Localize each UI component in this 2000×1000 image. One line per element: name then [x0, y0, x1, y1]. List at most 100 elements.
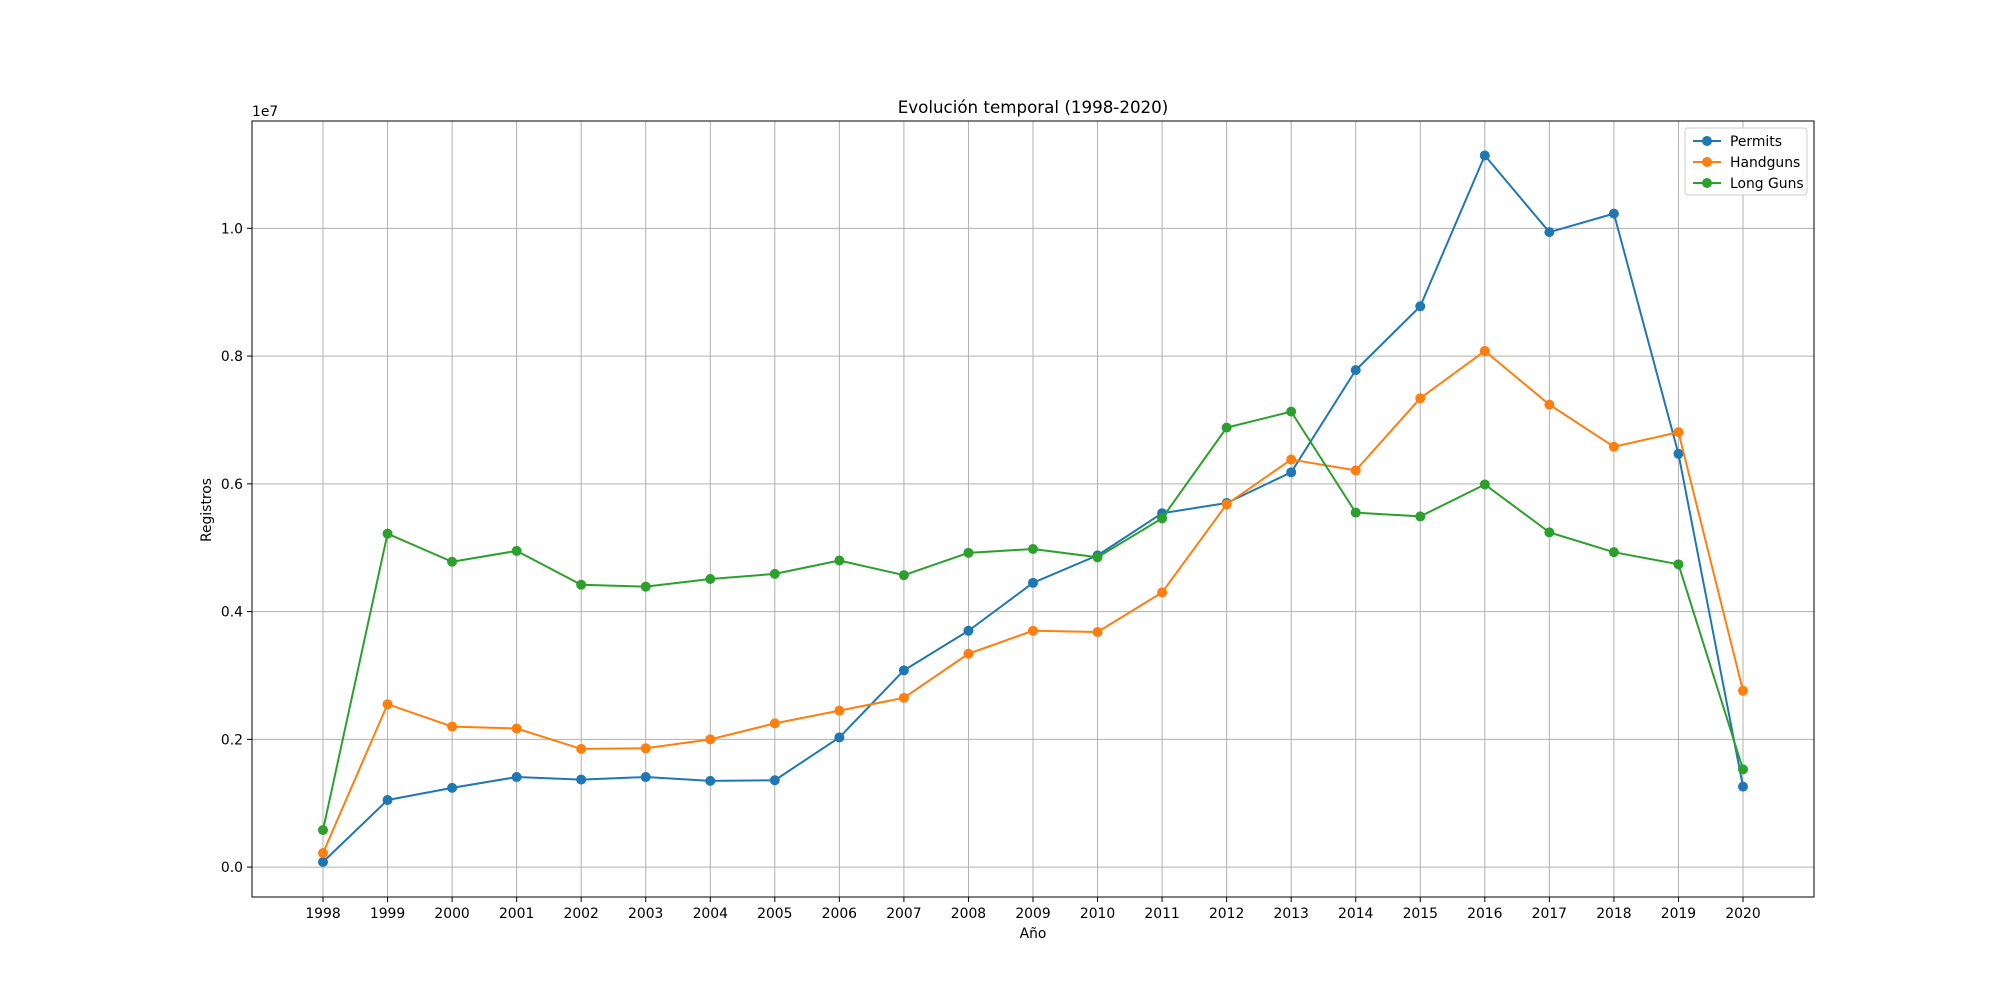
data-point-long-guns [1673, 559, 1684, 570]
data-point-handguns [318, 848, 328, 859]
x-tick-label: 2012 [1209, 906, 1244, 922]
x-tick-label: 2010 [1080, 906, 1115, 922]
data-point-long-guns [834, 555, 845, 566]
data-point-permits [640, 772, 651, 783]
data-point-permits [447, 782, 458, 793]
data-point-permits [1608, 208, 1619, 219]
data-point-handguns [1608, 441, 1619, 452]
data-point-handguns [640, 743, 651, 754]
data-point-handguns [834, 705, 845, 716]
data-point-permits [576, 774, 587, 785]
data-point-permits [834, 732, 845, 743]
data-point-permits [1544, 227, 1555, 238]
y-axis-ticks: 0.0 0.2 0.4 0.6 0.8 1.0 [221, 221, 252, 876]
y-tick-label: 0.4 [221, 605, 243, 621]
x-tick-label: 2016 [1467, 906, 1502, 922]
data-point-long-guns [382, 528, 393, 539]
data-point-permits [1673, 448, 1684, 459]
x-axis-ticks: 1998 1999 2000 2001 2002 2003 2004 2005 2006 2007… [305, 897, 1761, 922]
x-tick-label: 2009 [1015, 906, 1050, 922]
data-point-permits [1350, 365, 1361, 376]
legend-marker-permits [1702, 136, 1712, 146]
series-lines [318, 150, 1748, 867]
x-tick-label: 2014 [1338, 906, 1374, 922]
grid-lines [252, 121, 1814, 897]
data-point-handguns [1286, 454, 1297, 465]
data-point-permits [898, 665, 909, 676]
data-point-handguns [447, 721, 458, 732]
data-point-handguns [1092, 627, 1103, 638]
x-tick-label: 2000 [434, 906, 469, 922]
data-point-long-guns [1415, 511, 1426, 522]
data-point-permits [769, 775, 780, 786]
data-point-handguns [576, 743, 587, 754]
data-point-long-guns [1479, 479, 1490, 490]
data-point-long-guns [1350, 507, 1361, 518]
x-tick-label: 2018 [1596, 906, 1631, 922]
data-point-long-guns [640, 581, 651, 592]
data-point-long-guns [447, 556, 458, 567]
x-tick-label: 2017 [1532, 906, 1567, 922]
data-point-handguns [1157, 587, 1168, 598]
x-tick-label: 2011 [1144, 906, 1179, 922]
x-tick-label: 2001 [499, 906, 534, 922]
data-point-handguns [769, 718, 780, 729]
x-tick-label: 1998 [305, 906, 340, 922]
data-point-handguns [1479, 345, 1490, 356]
data-point-handguns [1738, 685, 1748, 696]
data-point-permits [1415, 301, 1426, 312]
y-tick-label: 0.0 [221, 860, 243, 876]
x-tick-label: 2013 [1274, 906, 1309, 922]
data-point-handguns [382, 699, 393, 710]
legend-label-long-guns: Long Guns [1730, 176, 1804, 192]
y-axis-label: Registros [199, 478, 215, 542]
data-point-handguns [898, 692, 909, 703]
y-tick-label: 0.6 [221, 477, 243, 493]
data-point-long-guns [576, 579, 587, 590]
data-point-handguns [963, 648, 974, 659]
x-tick-label: 2008 [951, 906, 986, 922]
y-tick-label: 0.2 [221, 732, 243, 748]
x-axis-label: Año [1020, 926, 1047, 942]
data-point-permits [382, 795, 393, 806]
x-tick-label: 1999 [370, 906, 405, 922]
legend-marker-long-guns [1702, 178, 1712, 188]
x-tick-label: 2004 [693, 906, 729, 922]
data-point-long-guns [705, 574, 716, 585]
data-point-handguns [1415, 393, 1426, 404]
x-tick-label: 2007 [886, 906, 921, 922]
data-point-long-guns [1028, 543, 1038, 554]
data-point-handguns [1544, 399, 1555, 410]
data-point-handguns [1028, 625, 1038, 636]
data-point-permits [1738, 781, 1748, 792]
chart-title: Evolución temporal (1998-2020) [898, 97, 1169, 117]
legend: Permits Handguns Long Guns [1684, 127, 1808, 196]
x-tick-label: 2015 [1403, 906, 1438, 922]
x-tick-label: 2002 [564, 906, 599, 922]
data-point-permits [318, 856, 328, 867]
legend-box [1684, 127, 1808, 196]
data-point-long-guns [1286, 406, 1297, 417]
data-point-long-guns [1544, 527, 1555, 538]
data-point-handguns [1673, 427, 1684, 438]
data-point-permits [1286, 467, 1297, 478]
legend-label-permits: Permits [1730, 134, 1782, 150]
data-point-long-guns [1157, 513, 1168, 524]
x-tick-label: 2005 [757, 906, 792, 922]
y-tick-label: 1.0 [221, 221, 243, 237]
legend-marker-handguns [1702, 157, 1712, 167]
data-point-long-guns [1092, 552, 1103, 563]
y-axis-offset-label: 1e7 [252, 104, 278, 120]
y-tick-label: 0.8 [221, 349, 243, 365]
legend-label-handguns: Handguns [1730, 155, 1800, 171]
data-point-long-guns [1738, 764, 1748, 775]
data-point-long-guns [1221, 422, 1232, 433]
data-point-handguns [1221, 499, 1232, 510]
data-point-long-guns [898, 570, 909, 581]
data-point-handguns [1350, 465, 1361, 476]
data-point-long-guns [769, 568, 780, 579]
x-tick-label: 2003 [628, 906, 663, 922]
data-point-long-guns [318, 825, 328, 836]
x-tick-label: 2020 [1725, 906, 1760, 922]
